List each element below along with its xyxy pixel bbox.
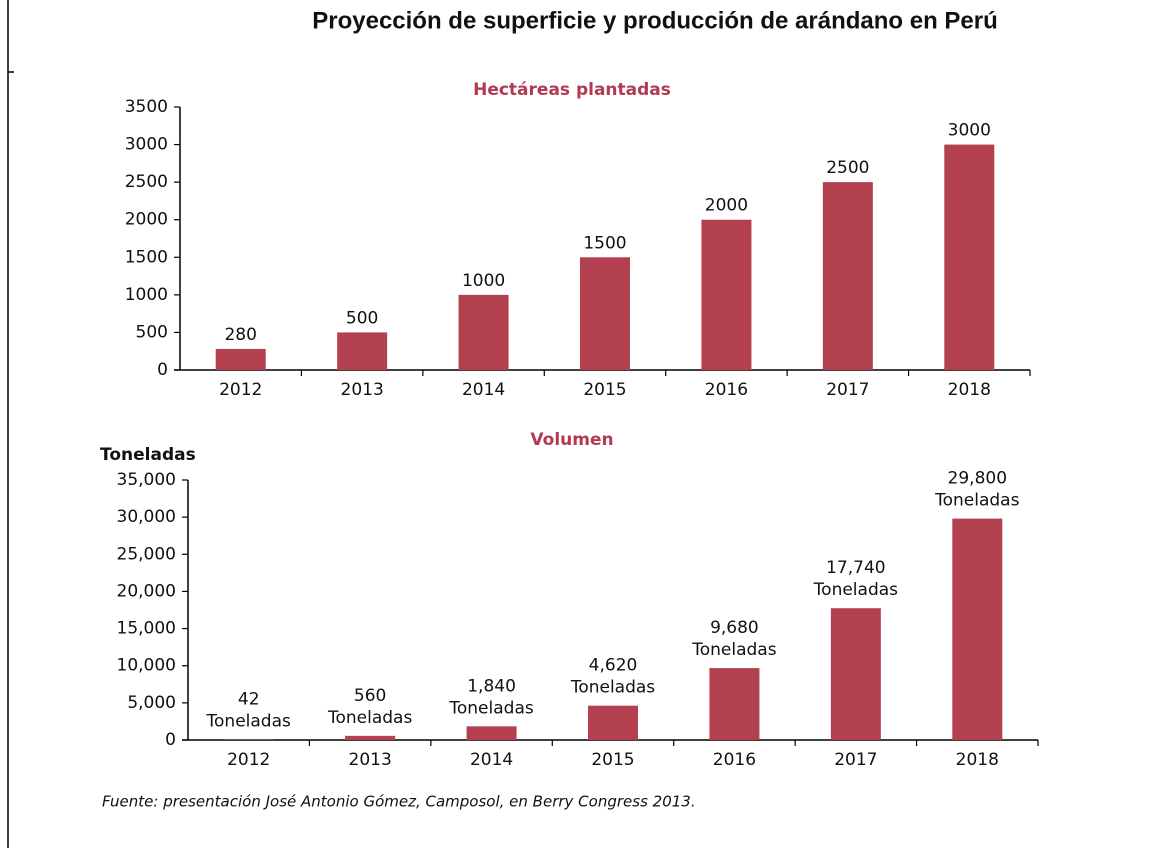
y-tick-label: 15,000	[117, 619, 176, 639]
y-tick-label: 1500	[125, 247, 168, 267]
data-label: 4,620	[589, 656, 638, 676]
bar	[458, 294, 509, 370]
x-tick-label: 2015	[583, 380, 626, 400]
data-label-unit: Toneladas	[327, 708, 412, 728]
data-label-unit: Toneladas	[448, 698, 533, 718]
data-label: 9,680	[710, 618, 759, 638]
bar	[466, 726, 517, 740]
x-tick-label: 2016	[705, 380, 748, 400]
y-tick-label: 0	[165, 730, 176, 750]
bar	[701, 219, 752, 370]
x-tick-label: 2013	[341, 380, 384, 400]
y-axis-label: Toneladas	[100, 445, 196, 465]
y-tick-label: 0	[157, 360, 168, 380]
data-label: 42	[238, 690, 260, 710]
bar	[830, 608, 881, 740]
page-title: Proyección de superficie y producción de…	[312, 7, 998, 34]
x-tick-label: 2014	[462, 380, 505, 400]
data-label-unit: Toneladas	[691, 640, 776, 660]
data-label: 1500	[583, 233, 626, 253]
bar	[337, 332, 388, 370]
bar	[588, 705, 638, 740]
y-tick-label: 25,000	[117, 544, 176, 564]
x-tick-label: 2012	[227, 750, 270, 770]
bar	[580, 257, 630, 370]
bar	[215, 348, 266, 370]
x-tick-label: 2013	[349, 750, 392, 770]
x-tick-label: 2018	[948, 380, 991, 400]
source: Fuente: presentación José Antonio Gómez,…	[102, 793, 696, 811]
data-label: 1,840	[467, 676, 516, 696]
y-tick-label: 35,000	[117, 470, 176, 490]
bar	[822, 182, 873, 370]
x-tick-label: 2018	[956, 750, 999, 770]
x-tick-label: 2015	[591, 750, 634, 770]
y-tick-label: 1000	[125, 285, 168, 305]
chart-subtitle: Hectáreas plantadas	[473, 80, 671, 100]
bar	[345, 735, 396, 740]
y-tick-label: 500	[136, 322, 168, 342]
bar	[709, 668, 760, 740]
y-tick-label: 20,000	[117, 581, 176, 601]
data-label-unit: Toneladas	[570, 678, 655, 698]
y-tick-label: 5,000	[127, 693, 176, 713]
x-tick-label: 2017	[834, 750, 877, 770]
data-label: 280	[224, 325, 256, 345]
x-tick-label: 2016	[713, 750, 756, 770]
y-tick-label: 2500	[125, 172, 168, 192]
data-label: 2500	[826, 158, 869, 178]
x-tick-label: 2017	[826, 380, 869, 400]
data-label-unit: Toneladas	[934, 491, 1019, 511]
data-label-unit: Toneladas	[813, 580, 898, 600]
data-label: 17,740	[826, 558, 885, 578]
data-label: 29,800	[948, 469, 1007, 489]
data-label: 2000	[705, 196, 748, 216]
y-tick-label: 3000	[125, 135, 168, 155]
bar	[944, 144, 995, 370]
data-label: 1000	[462, 271, 505, 291]
x-tick-label: 2014	[470, 750, 513, 770]
data-label: 560	[354, 686, 386, 706]
y-tick-label: 2000	[125, 210, 168, 230]
data-label: 500	[346, 308, 378, 328]
data-label-unit: Toneladas	[206, 712, 291, 732]
y-tick-label: 30,000	[117, 507, 176, 527]
y-tick-label: 3500	[125, 97, 168, 117]
x-tick-label: 2012	[219, 380, 262, 400]
y-tick-label: 10,000	[117, 656, 176, 676]
bar	[952, 518, 1003, 740]
chart-subtitle: Volumen	[530, 430, 613, 450]
data-label: 3000	[948, 121, 991, 141]
